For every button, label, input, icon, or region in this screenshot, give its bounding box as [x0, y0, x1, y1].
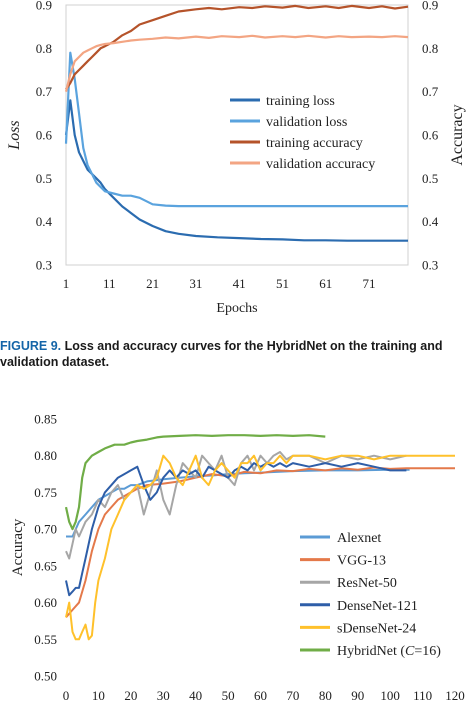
- y-axis-label-left: Loss: [6, 120, 23, 150]
- y-tick-label-left: 0.5: [36, 171, 52, 186]
- legend-label: VGG-13: [337, 554, 386, 569]
- x-tick-label: 40: [189, 688, 202, 703]
- series-line-VGG-13: [65, 466, 455, 618]
- x-tick-label: 80: [319, 688, 332, 703]
- x-tick-label: 21: [146, 276, 159, 291]
- series-line-sDenseNet-24: [65, 454, 455, 641]
- y-tick-label: 0.85: [34, 412, 57, 427]
- y-tick-label: 0.60: [34, 595, 57, 610]
- caption-line-1: FIGURE 9. Loss and accuracy curves for t…: [0, 338, 474, 354]
- x-tick-label: 90: [351, 688, 364, 703]
- model-accuracy-chart: 0.50 0.55 0.60 0.65 0.70 0.75 0.80 0.85 0 10 20 30 4…: [10, 412, 465, 703]
- x-tick-label: 1: [63, 276, 70, 291]
- loss-accuracy-chart: 0.3 0.3 0.4 0.4 0.5 0.5 0.6 0.6 0.7 0.7 0.8 0.8 0.9 0…: [6, 0, 466, 316]
- y-tick-label: 0.65: [34, 558, 57, 573]
- x-tick-label: 11: [103, 276, 116, 291]
- caption-line-2: validation dataset.: [0, 355, 110, 369]
- y-tick-label-right: 0.4: [422, 214, 439, 229]
- legend-label: training accuracy: [266, 136, 363, 151]
- y-tick-label-left: 0.7: [36, 84, 53, 99]
- caption-text-1: Loss and accuracy curves for the HybridN…: [64, 339, 443, 353]
- legend-label-part: =16): [414, 644, 441, 659]
- x-tick-label: 10: [92, 688, 105, 703]
- x-tick-label: 50: [222, 688, 235, 703]
- series-line-training-accuracy: [65, 4, 409, 91]
- legend-label: training loss: [266, 94, 335, 109]
- x-tick-label: 31: [189, 276, 202, 291]
- x-tick-label: 60: [254, 688, 267, 703]
- figure-caption: FIGURE 9. Loss and accuracy curves for t…: [0, 338, 474, 370]
- legend-label: sDenseNet-24: [337, 621, 416, 636]
- x-tick-label: 71: [363, 276, 376, 291]
- y-tick-label: 0.55: [34, 632, 57, 647]
- y-tick-label-left: 0.4: [36, 214, 53, 229]
- figure-label: FIGURE 9.: [0, 339, 62, 353]
- legend-label: validation loss: [266, 115, 347, 130]
- series-line-HybridNet-C-16-: [64, 434, 326, 531]
- y-tick-label-left: 0.9: [36, 0, 52, 13]
- plot-frame: [65, 4, 409, 266]
- x-tick-label: 51: [276, 276, 289, 291]
- series-line-validation-loss: [64, 51, 408, 208]
- y-tick-label: 0.50: [34, 669, 57, 684]
- y-tick-label-right: 0.8: [422, 41, 438, 56]
- series-line-Alexnet: [66, 468, 410, 538]
- y-tick-label-left: 0.3: [36, 258, 52, 273]
- legend-label: DenseNet-121: [337, 599, 418, 614]
- x-tick-label: 41: [233, 276, 246, 291]
- x-tick-label: 61: [319, 276, 332, 291]
- legend-label-part: HybridNet (: [337, 644, 405, 659]
- x-tick-label: 110: [413, 688, 432, 703]
- x-tick-label: 0: [63, 688, 70, 703]
- y-tick-label-right: 0.3: [422, 258, 438, 273]
- legend-label: validation accuracy: [266, 157, 375, 172]
- y-tick-label-right: 0.9: [422, 0, 438, 13]
- y-tick-label: 0.80: [34, 448, 57, 463]
- y-tick-label-right: 0.5: [422, 171, 438, 186]
- x-tick-label: 100: [380, 688, 400, 703]
- x-tick-label: 120: [445, 688, 465, 703]
- series-line-DenseNet-121: [65, 462, 407, 597]
- y-tick-label: 0.75: [34, 485, 57, 500]
- legend-label: Alexnet: [337, 531, 381, 546]
- y-axis-label: Accuracy: [10, 518, 26, 576]
- series-line-validation-accuracy: [64, 34, 409, 92]
- y-tick-label-right: 0.6: [422, 128, 439, 143]
- x-axis-label: Epochs: [216, 301, 257, 316]
- y-tick-label-right: 0.7: [422, 84, 439, 99]
- y-tick-label: 0.70: [34, 522, 57, 537]
- y-tick-label-left: 0.8: [36, 41, 52, 56]
- y-tick-label-left: 0.6: [36, 128, 53, 143]
- legend-label: ResNet-50: [337, 576, 397, 591]
- legend-label-part: C: [405, 644, 415, 659]
- x-tick-label: 30: [157, 688, 170, 703]
- legend-label: HybridNet (C=16): [337, 644, 441, 659]
- x-tick-label: 20: [124, 688, 137, 703]
- x-tick-label: 70: [286, 688, 299, 703]
- y-axis-label-right: Accuracy: [449, 104, 466, 165]
- series-line-training-loss: [64, 99, 408, 242]
